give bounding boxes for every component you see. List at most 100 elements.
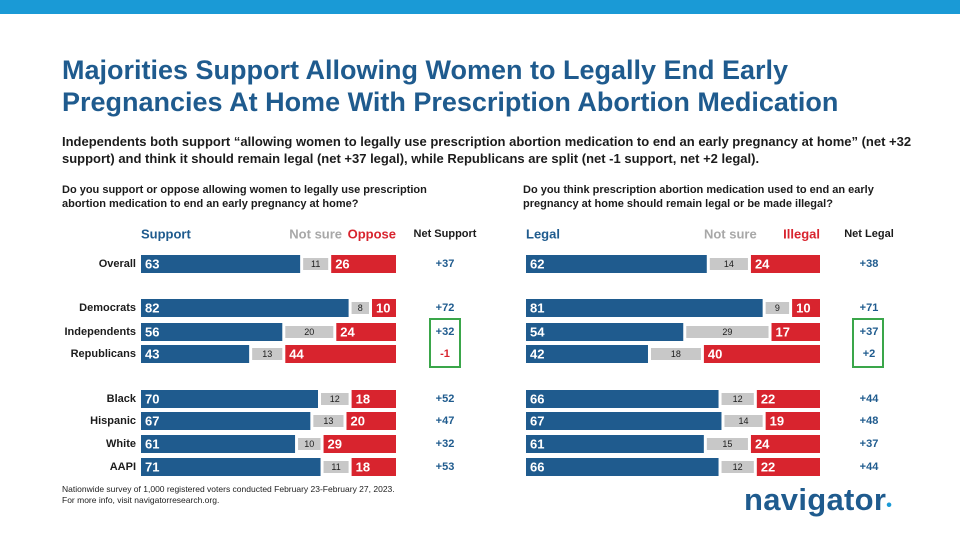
- support-chart-bar-neutral-overall: [303, 258, 329, 270]
- left-chart-question: Do you support or oppose allowing women …: [62, 184, 427, 210]
- legal-chart-label-negative-republicans: 40: [708, 347, 722, 362]
- legal-chart-net-aapi: +44: [860, 461, 880, 473]
- legal-chart-label-negative-white: 24: [755, 437, 770, 452]
- support-chart-bar-neutral-hispanic: [313, 415, 344, 427]
- support-chart-label-neutral-overall: 11: [311, 259, 320, 269]
- support-chart-net-republicans: -1: [440, 348, 450, 360]
- legal-chart-bar-neutral-republicans: [650, 348, 701, 360]
- category-label-black: Black: [107, 393, 137, 405]
- legal-chart-label-positive-independents: 54: [530, 325, 545, 340]
- support-chart-label-neutral-independents: 20: [304, 327, 314, 337]
- support-chart-label-negative-overall: 26: [335, 257, 349, 272]
- support-chart-label-positive-overall: 63: [145, 257, 159, 272]
- legal-chart-bar-neutral-white: [706, 438, 748, 450]
- support-chart-label-positive-aapi: 71: [145, 460, 159, 475]
- legal-chart-net-white: +37: [860, 438, 879, 450]
- category-label-overall: Overall: [99, 258, 136, 270]
- support-chart-highlight-box: [429, 318, 461, 368]
- legal-chart-label-neutral-overall: 14: [724, 259, 734, 269]
- legal-chart-bar-positive-independents: [526, 323, 684, 341]
- legal-chart-label-neutral-democrats: 9: [775, 303, 780, 313]
- support-chart-label-positive-independents: 56: [145, 325, 159, 340]
- legal-chart-net-republicans: +2: [863, 348, 876, 360]
- top-accent-bar: [0, 0, 960, 14]
- legal-chart-label-positive-democrats: 81: [530, 301, 544, 316]
- support-chart-bar-negative-overall: [331, 255, 396, 273]
- support-chart-header-net: Net Support: [414, 228, 477, 240]
- support-chart-net-aapi: +53: [436, 461, 455, 473]
- legal-chart-label-positive-white: 61: [530, 437, 544, 452]
- legal-chart-bar-negative-independents: [771, 323, 820, 341]
- legal-chart-bar-positive-white: [526, 435, 704, 453]
- support-chart-label-neutral-aapi: 11: [331, 462, 340, 472]
- page-subtitle: Independents both support “allowing wome…: [62, 134, 912, 166]
- support-chart-bar-positive-black: [141, 390, 318, 408]
- support-chart-label-negative-white: 29: [328, 437, 342, 452]
- legal-chart-label-positive-aapi: 66: [530, 460, 544, 475]
- category-label-democrats: Democrats: [79, 302, 136, 314]
- legal-chart-label-neutral-hispanic: 14: [739, 416, 749, 426]
- category-label-republicans: Republicans: [71, 348, 136, 360]
- support-chart-label-negative-republicans: 44: [289, 347, 304, 362]
- category-label-aapi: AAPI: [110, 461, 136, 473]
- legal-chart-bar-negative-overall: [750, 255, 820, 273]
- support-chart-bar-positive-democrats: [141, 299, 349, 317]
- support-chart-net-independents: +32: [436, 326, 455, 338]
- legal-chart-bar-positive-democrats: [526, 299, 763, 317]
- support-chart-bar-negative-white: [323, 435, 396, 453]
- legal-chart-bar-positive-aapi: [526, 458, 719, 476]
- support-chart-bar-neutral-republicans: [252, 348, 283, 360]
- legal-chart-bar-negative-hispanic: [765, 412, 820, 430]
- legal-chart-bar-negative-black: [756, 390, 820, 408]
- support-chart-bar-neutral-aapi: [323, 461, 349, 473]
- legal-chart-bar-neutral-independents: [686, 326, 769, 338]
- support-chart-label-negative-black: 18: [356, 392, 370, 407]
- legal-chart-label-negative-black: 22: [761, 392, 775, 407]
- support-chart-label-positive-republicans: 43: [145, 347, 159, 362]
- legal-chart-bar-neutral-democrats: [765, 302, 790, 314]
- page-title: Majorities Support Allowing Women to Leg…: [62, 55, 839, 117]
- legal-chart-label-positive-republicans: 42: [530, 347, 544, 362]
- legal-chart-label-negative-independents: 17: [776, 325, 790, 340]
- support-chart-label-negative-hispanic: 20: [351, 414, 365, 429]
- support-chart-header-negative: Oppose: [348, 227, 396, 242]
- support-chart-label-positive-democrats: 82: [145, 301, 159, 316]
- support-chart-bar-neutral-democrats: [351, 302, 369, 314]
- legal-chart-bar-negative-democrats: [792, 299, 820, 317]
- legal-chart-net-independents: +37: [860, 326, 879, 338]
- legal-chart-label-neutral-republicans: 18: [671, 349, 681, 359]
- legal-chart-net-hispanic: +48: [860, 415, 879, 427]
- legal-chart-label-neutral-white: 15: [722, 439, 732, 449]
- support-chart-net-overall: +37: [436, 258, 455, 270]
- legal-chart-bar-positive-black: [526, 390, 719, 408]
- support-chart-bar-negative-democrats: [372, 299, 396, 317]
- legal-chart-header-positive: Legal: [526, 227, 560, 242]
- category-label-white: White: [106, 438, 136, 450]
- support-chart-bar-negative-hispanic: [346, 412, 396, 430]
- support-chart-net-white: +32: [436, 438, 455, 450]
- support-chart-bar-negative-independents: [336, 323, 396, 341]
- support-chart-header-neutral: Not sure: [289, 227, 342, 242]
- legal-chart-bar-positive-overall: [526, 255, 707, 273]
- legal-chart-label-neutral-independents: 29: [722, 327, 732, 337]
- legal-chart-net-democrats: +71: [860, 302, 879, 314]
- legal-chart-bar-negative-white: [750, 435, 820, 453]
- category-label-independents: Independents: [64, 326, 136, 338]
- footnote: Nationwide survey of 1,000 registered vo…: [62, 484, 562, 506]
- legal-chart-bar-neutral-hispanic: [724, 415, 763, 427]
- legal-chart-bar-positive-republicans: [526, 345, 648, 363]
- support-chart-label-negative-democrats: 10: [376, 301, 390, 316]
- legal-chart-bar-neutral-overall: [709, 258, 748, 270]
- support-chart-label-negative-aapi: 18: [356, 460, 370, 475]
- support-chart-bar-positive-overall: [141, 255, 301, 273]
- support-chart-bar-positive-hispanic: [141, 412, 311, 430]
- support-chart-label-neutral-white: 10: [304, 439, 314, 449]
- support-chart-net-hispanic: +47: [436, 415, 455, 427]
- category-label-hispanic: Hispanic: [90, 415, 136, 427]
- support-chart-header-positive: Support: [141, 227, 191, 242]
- support-chart-bar-negative-black: [351, 390, 396, 408]
- legal-chart-label-positive-overall: 62: [530, 257, 544, 272]
- support-chart-net-democrats: +72: [436, 302, 455, 314]
- logo-text: navigator: [744, 482, 887, 517]
